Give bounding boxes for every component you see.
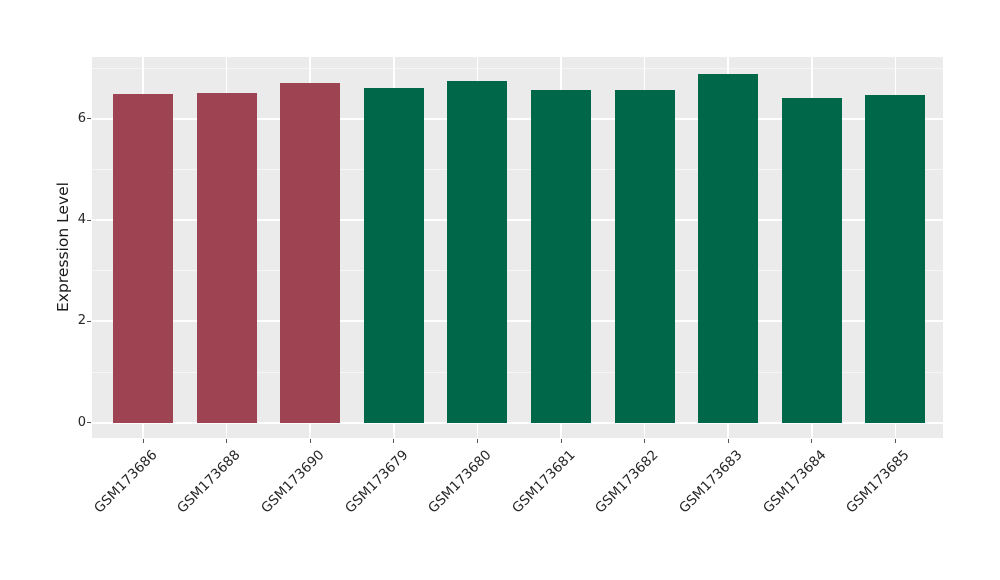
y-tick-mark [87,320,91,322]
x-tick-mark [142,439,144,443]
gridline-major-horizontal [92,421,943,424]
bar-gsm173683 [698,74,759,423]
x-tick-mark [727,439,729,443]
x-tick-mark [894,439,896,443]
bar-gsm173686 [113,94,173,423]
x-tick-mark [476,439,478,443]
bar-gsm173684 [781,97,842,423]
bar-gsm173679 [363,87,424,423]
gridline-minor-horizontal [92,67,943,69]
bar-gsm173690 [280,83,341,423]
gridline-minor-horizontal [92,270,943,272]
gridline-major-horizontal [92,320,943,323]
x-tick-label-gsm173680: GSM173680 [425,447,495,517]
x-tick-label-gsm173681: GSM173681 [508,447,579,517]
bar-gsm173682 [614,90,675,423]
x-tick-label-gsm173685: GSM173685 [843,447,913,517]
y-tick-mark [87,118,91,120]
y-tick-mark [87,219,91,221]
y-tick-label: 4 [77,212,86,228]
y-tick-mark [87,422,91,424]
y-tick-label: 2 [77,313,86,329]
gridline-major-horizontal [92,117,943,120]
bar-gsm173680 [447,80,508,423]
x-tick-mark [811,439,813,443]
x-tick-mark [393,439,395,443]
bar-gsm173685 [865,94,926,423]
x-tick-label-gsm173679: GSM173679 [341,447,412,517]
y-tick-label: 0 [77,414,86,430]
gridline-major-horizontal [92,219,943,222]
x-tick-mark [644,439,646,443]
bar-gsm173681 [531,89,591,423]
x-tick-label-gsm173683: GSM173683 [676,447,746,517]
x-tick-label-gsm173682: GSM173682 [592,447,662,517]
x-tick-label-gsm173688: GSM173688 [174,447,244,517]
x-tick-mark [309,439,311,443]
y-axis-title: Expression Level [54,182,72,312]
plot-panel [92,57,943,438]
x-tick-label-gsm173684: GSM173684 [759,447,830,517]
x-tick-mark [560,439,562,443]
x-tick-mark [226,439,228,443]
bar-gsm173688 [196,92,257,423]
y-tick-label: 6 [77,110,86,126]
x-tick-label-gsm173690: GSM173690 [258,447,328,517]
x-tick-label-gsm173686: GSM173686 [90,447,161,517]
gridline-minor-horizontal [92,371,943,373]
gridline-minor-horizontal [92,168,943,170]
